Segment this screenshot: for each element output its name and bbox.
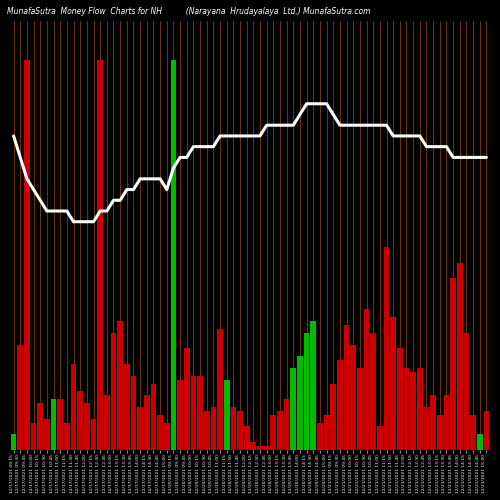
Bar [144,396,150,450]
Bar [284,399,290,450]
Bar [424,407,430,450]
Bar [224,380,230,450]
Bar [104,396,110,450]
Bar [18,344,23,450]
Bar [138,407,143,450]
Bar [170,60,176,450]
Bar [270,415,276,450]
Bar [257,446,263,450]
Bar [477,434,482,450]
Bar [50,399,56,450]
Bar [370,333,376,450]
Bar [377,426,382,450]
Bar [31,422,36,450]
Bar [397,348,402,450]
Bar [444,396,450,450]
Bar [390,318,396,450]
Bar [310,321,316,450]
Bar [237,411,243,450]
Bar [344,325,349,450]
Bar [150,384,156,450]
Bar [404,368,409,450]
Bar [164,422,170,450]
Bar [197,376,203,450]
Bar [430,396,436,450]
Bar [38,403,43,450]
Bar [64,422,70,450]
Bar [384,247,390,450]
Bar [190,376,196,450]
Bar [364,310,370,450]
Bar [470,415,476,450]
Bar [118,321,123,450]
Bar [177,380,183,450]
Bar [277,411,283,450]
Bar [417,368,422,450]
Bar [330,384,336,450]
Bar [324,415,330,450]
Bar [90,418,96,450]
Bar [158,415,163,450]
Bar [484,411,489,450]
Bar [290,368,296,450]
Bar [450,278,456,450]
Bar [350,344,356,450]
Bar [304,333,310,450]
Text: MunafaSutra  Money Flow  Charts for NH          (Narayana  Hrudayalaya  Ltd.) Mu: MunafaSutra Money Flow Charts for NH (Na… [7,7,370,16]
Bar [357,368,362,450]
Bar [184,348,190,450]
Bar [84,403,89,450]
Bar [98,60,103,450]
Bar [217,329,223,450]
Bar [297,356,303,450]
Bar [244,426,250,450]
Bar [457,262,462,450]
Bar [110,333,116,450]
Bar [44,418,50,450]
Bar [317,422,323,450]
Bar [58,399,63,450]
Bar [437,415,442,450]
Bar [230,407,236,450]
Bar [70,364,76,450]
Bar [130,376,136,450]
Bar [337,360,342,450]
Bar [78,392,83,450]
Bar [210,407,216,450]
Bar [410,372,416,450]
Bar [264,446,270,450]
Bar [24,60,30,450]
Bar [250,442,256,450]
Bar [464,333,469,450]
Bar [204,411,210,450]
Bar [124,364,130,450]
Bar [11,434,16,450]
